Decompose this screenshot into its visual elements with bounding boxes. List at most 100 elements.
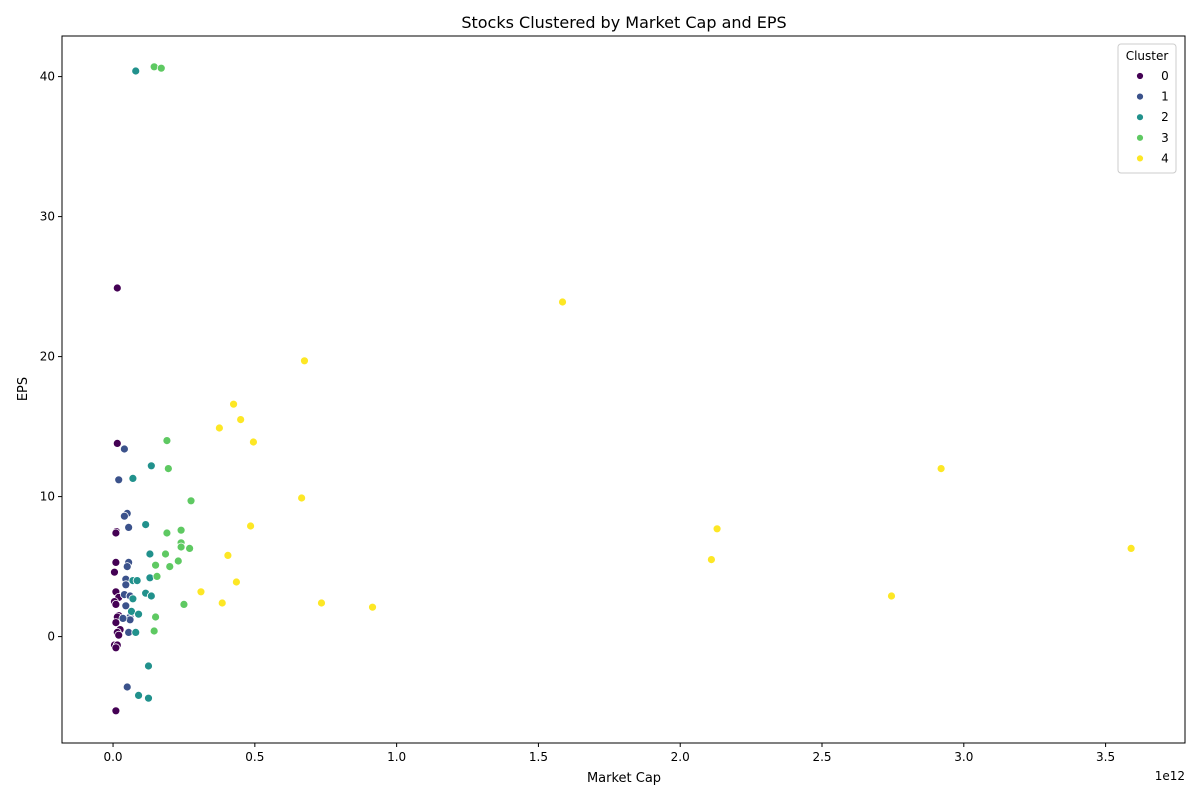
- data-point-cluster-0: [111, 643, 121, 653]
- y-axis-label: EPS: [16, 377, 31, 401]
- data-point-cluster-0: [111, 706, 121, 716]
- data-point-cluster-4: [712, 524, 722, 534]
- y-tick-label: 0: [47, 630, 55, 644]
- data-point-cluster-2: [145, 573, 155, 583]
- x-tick-label: 2.5: [812, 750, 831, 764]
- data-point-cluster-3: [186, 496, 196, 506]
- x-axis-label: Market Cap: [587, 771, 661, 786]
- x-tick-label: 1.5: [529, 750, 548, 764]
- legend-marker-3: [1136, 133, 1144, 142]
- data-point-cluster-4: [558, 297, 567, 307]
- legend-label: 4: [1161, 151, 1169, 165]
- data-point-cluster-1: [119, 444, 129, 454]
- data-point-cluster-4: [246, 521, 255, 531]
- data-point-cluster-1: [124, 523, 134, 532]
- legend-label: 0: [1161, 69, 1169, 83]
- data-point-cluster-2: [144, 661, 153, 671]
- data-point-cluster-4: [936, 464, 946, 474]
- data-point-cluster-0: [111, 558, 121, 567]
- data-point-cluster-4: [297, 493, 307, 503]
- chart-title: Stocks Clustered by Market Cap and EPS: [461, 13, 786, 32]
- data-point-cluster-0: [112, 283, 122, 293]
- data-point-cluster-3: [185, 544, 195, 553]
- data-point-cluster-3: [151, 560, 160, 570]
- data-point-cluster-0: [112, 438, 122, 448]
- x-tick-label: 0.5: [245, 750, 264, 764]
- data-points: [110, 62, 1136, 716]
- data-point-cluster-2: [141, 520, 151, 529]
- data-point-cluster-4: [368, 602, 377, 612]
- data-point-cluster-3: [165, 562, 175, 571]
- data-point-cluster-0: [111, 618, 121, 627]
- data-point-cluster-2: [128, 594, 138, 604]
- data-point-cluster-4: [223, 551, 233, 560]
- data-point-cluster-3: [179, 600, 189, 609]
- legend-box: [1117, 43, 1177, 174]
- x-axis-ticks: 0.0 0.5 1.0 1.5 2.0 2.5 3.0 3.5: [103, 743, 1115, 764]
- legend-title: Cluster: [1126, 49, 1169, 63]
- legend-marker-0: [1136, 72, 1144, 80]
- data-point-cluster-1: [119, 511, 129, 521]
- data-point-cluster-4: [249, 437, 258, 447]
- data-point-cluster-0: [111, 600, 121, 609]
- y-tick-label: 20: [40, 350, 55, 364]
- x-tick-label: 3.5: [1096, 750, 1115, 764]
- plot-area: [61, 35, 1186, 744]
- data-point-cluster-2: [128, 473, 138, 483]
- legend-label: 3: [1161, 131, 1169, 145]
- data-point-cluster-2: [146, 461, 156, 471]
- data-point-cluster-3: [162, 436, 172, 446]
- legend-marker-1: [1136, 92, 1144, 101]
- data-point-cluster-4: [887, 591, 896, 601]
- data-point-cluster-3: [162, 528, 172, 538]
- data-point-cluster-1: [125, 615, 135, 625]
- data-point-cluster-1: [122, 682, 132, 692]
- data-point-cluster-4: [232, 577, 241, 587]
- data-point-cluster-3: [149, 626, 159, 636]
- y-axis-ticks: 0 10 20 30 40: [40, 70, 62, 644]
- legend-label: 2: [1161, 110, 1169, 124]
- data-point-cluster-4: [214, 423, 224, 433]
- data-point-cluster-2: [131, 628, 141, 637]
- y-tick-label: 10: [40, 490, 55, 504]
- data-point-cluster-0: [114, 630, 124, 640]
- data-point-cluster-3: [161, 549, 170, 559]
- data-point-cluster-4: [300, 356, 309, 366]
- data-point-cluster-3: [173, 556, 183, 566]
- legend-marker-2: [1136, 113, 1144, 122]
- data-point-cluster-0: [110, 567, 119, 577]
- data-point-cluster-1: [121, 601, 131, 611]
- data-point-cluster-2: [131, 66, 141, 76]
- data-point-cluster-4: [217, 598, 227, 608]
- data-point-cluster-0: [111, 528, 121, 538]
- data-point-cluster-1: [121, 580, 131, 590]
- data-point-cluster-2: [132, 576, 142, 585]
- data-point-cluster-2: [146, 591, 156, 601]
- data-point-cluster-4: [707, 555, 716, 564]
- x-tick-label: 0.0: [103, 750, 122, 764]
- data-point-cluster-3: [152, 572, 162, 581]
- legend-label: 1: [1161, 90, 1169, 104]
- data-point-cluster-4: [317, 598, 326, 608]
- data-point-cluster-1: [122, 562, 132, 571]
- y-tick-label: 30: [40, 210, 55, 224]
- data-point-cluster-4: [236, 415, 246, 425]
- legend-items: 0 1 2 3 4: [1136, 69, 1169, 165]
- data-point-cluster-2: [145, 549, 155, 559]
- x-tick-label: 2.0: [671, 750, 690, 764]
- data-point-cluster-4: [196, 587, 206, 597]
- x-axis-offset-label: 1e12: [1155, 769, 1185, 783]
- data-point-cluster-2: [134, 609, 143, 619]
- data-point-cluster-4: [1126, 544, 1136, 553]
- data-point-cluster-4: [229, 399, 238, 409]
- legend-marker-4: [1136, 154, 1144, 163]
- data-point-cluster-3: [163, 464, 173, 474]
- data-point-cluster-1: [118, 614, 128, 623]
- data-point-cluster-1: [114, 475, 124, 485]
- y-tick-label: 40: [40, 70, 55, 84]
- legend: Cluster 0 1 2 3 4: [1117, 43, 1177, 174]
- data-point-cluster-3: [176, 542, 186, 552]
- data-point-cluster-2: [144, 693, 153, 703]
- data-point-cluster-3: [149, 62, 159, 72]
